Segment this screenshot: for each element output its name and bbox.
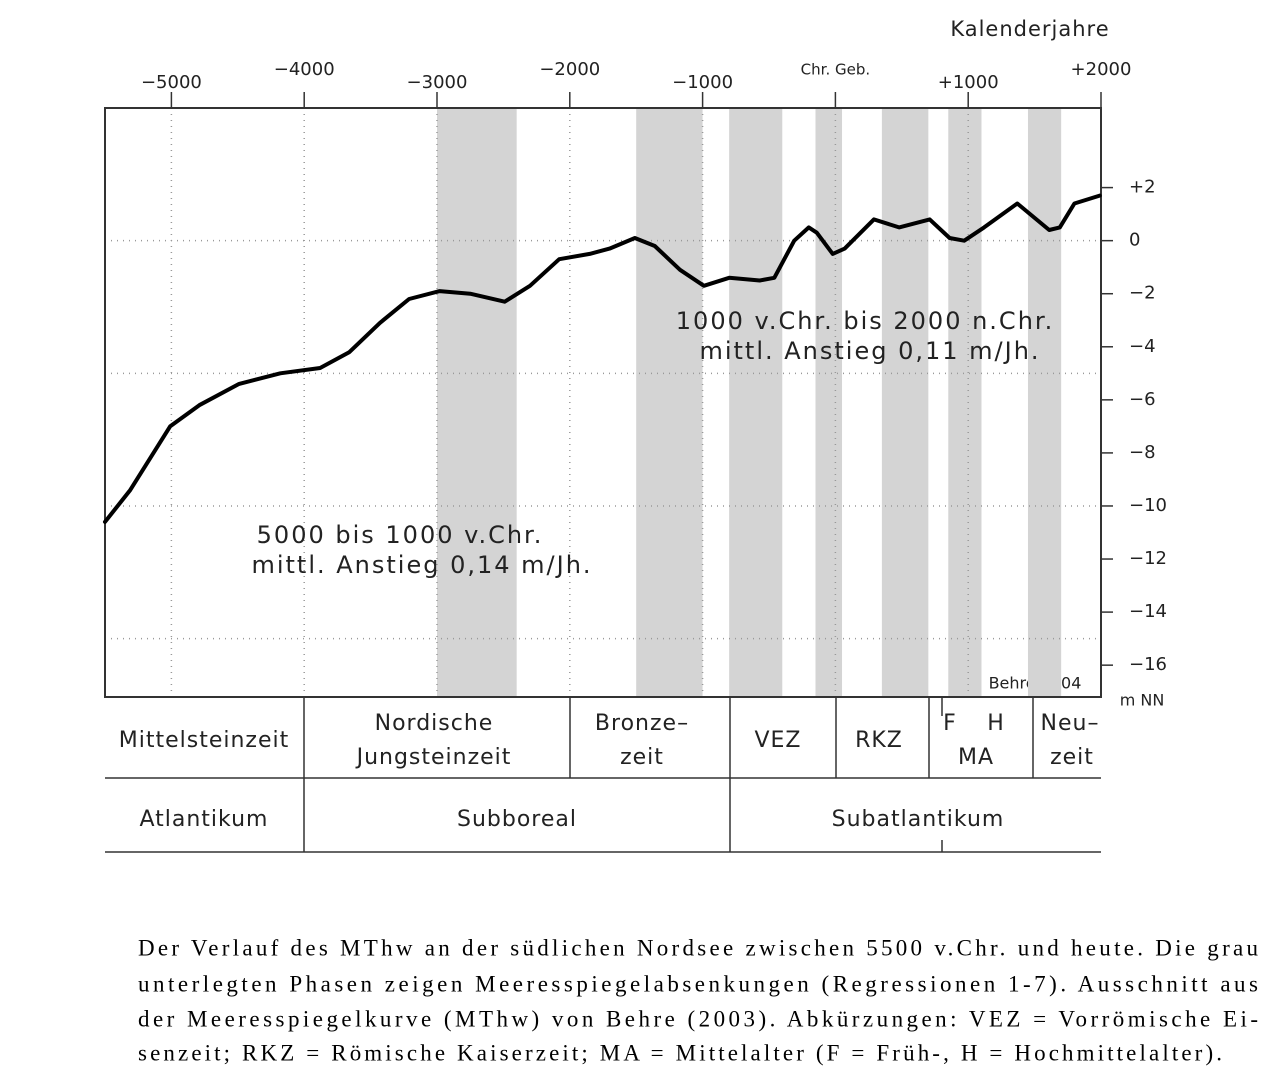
table-cell: zeit [1050,745,1094,770]
sea-level-line [103,193,1102,524]
regression-band [636,108,703,697]
plot-frame [104,107,1102,698]
plot-area: −5000 −4000 −3000 −2000 −1000 Chr. Geb. +1000 +… [103,59,1167,698]
table-cell: Jungsteinzeit [355,745,512,770]
caption-line: unterlegten Phasen zeigen Meeresspiegela… [138,971,1258,996]
regression-band [729,108,783,697]
caption-line: senzeit; RKZ = Römische Kaiserzeit; MA =… [138,1040,1222,1065]
table-cell: zeit [620,745,664,770]
table-cell: Mittelsteinzeit [119,728,290,753]
table-cell: MA [958,745,994,770]
annotation: mittl. Anstieg 0,14 m/Jh. [251,551,592,579]
table-cell: Neu– [1041,711,1100,736]
period-table: Mittelsteinzeit Nordische Jungsteinzeit … [105,697,1101,853]
y-axis-label: m NN [1120,691,1165,710]
annotation: 1000 v.Chr. bis 2000 n.Chr. [676,307,1054,335]
x-tick-label: +2000 [1071,59,1132,80]
regression-band [1027,108,1062,697]
y-tick-label: 0 [1129,230,1140,251]
regression-band [437,108,517,697]
caption: Der Verlauf des MThw an der südlichen No… [138,935,1259,1065]
x-tick-label: +1000 [938,72,999,93]
y-tick-label: −6 [1129,389,1156,410]
regression-band [815,108,843,697]
regression-band [881,108,929,697]
table-cell: H [987,711,1005,736]
y-tick-label: −4 [1129,336,1156,357]
caption-line: der Meeresspiegelkurve (MThw) von Behre … [138,1006,1258,1031]
y-tick-label: −14 [1129,601,1167,622]
x-tick-label: Chr. Geb. [801,61,870,79]
x-tick-label: −1000 [672,72,733,93]
table-cell: RKZ [855,728,903,753]
table-cell: Atlantikum [139,807,268,832]
y-tick-label: −12 [1129,548,1167,569]
regression-band [948,108,982,697]
table-cell: Subboreal [457,807,577,832]
annotation: 5000 bis 1000 v.Chr. [257,521,544,549]
y-tick-label: −10 [1129,495,1167,516]
table-cell: Subatlantikum [832,807,1005,832]
y-tick-label: −16 [1129,654,1167,675]
table-cell: F [943,711,957,736]
y-tick-label: −8 [1129,442,1156,463]
x-tick-label: −5000 [141,72,202,93]
caption-line: Der Verlauf des MThw an der südlichen No… [138,935,1259,960]
table-cell: VEZ [754,728,801,753]
y-tick-label: +2 [1129,177,1156,198]
x-tick-label: −3000 [407,72,468,93]
y-tick-label: −2 [1129,283,1156,304]
table-cell: Nordische [375,711,494,736]
table-cell: Bronze– [595,711,689,736]
x-axis-label: Kalenderjahre [950,17,1109,41]
annotation: mittl. Anstieg 0,11 m/Jh. [699,337,1040,365]
x-tick-label: −4000 [274,59,335,80]
x-tick-label: −2000 [539,59,600,80]
